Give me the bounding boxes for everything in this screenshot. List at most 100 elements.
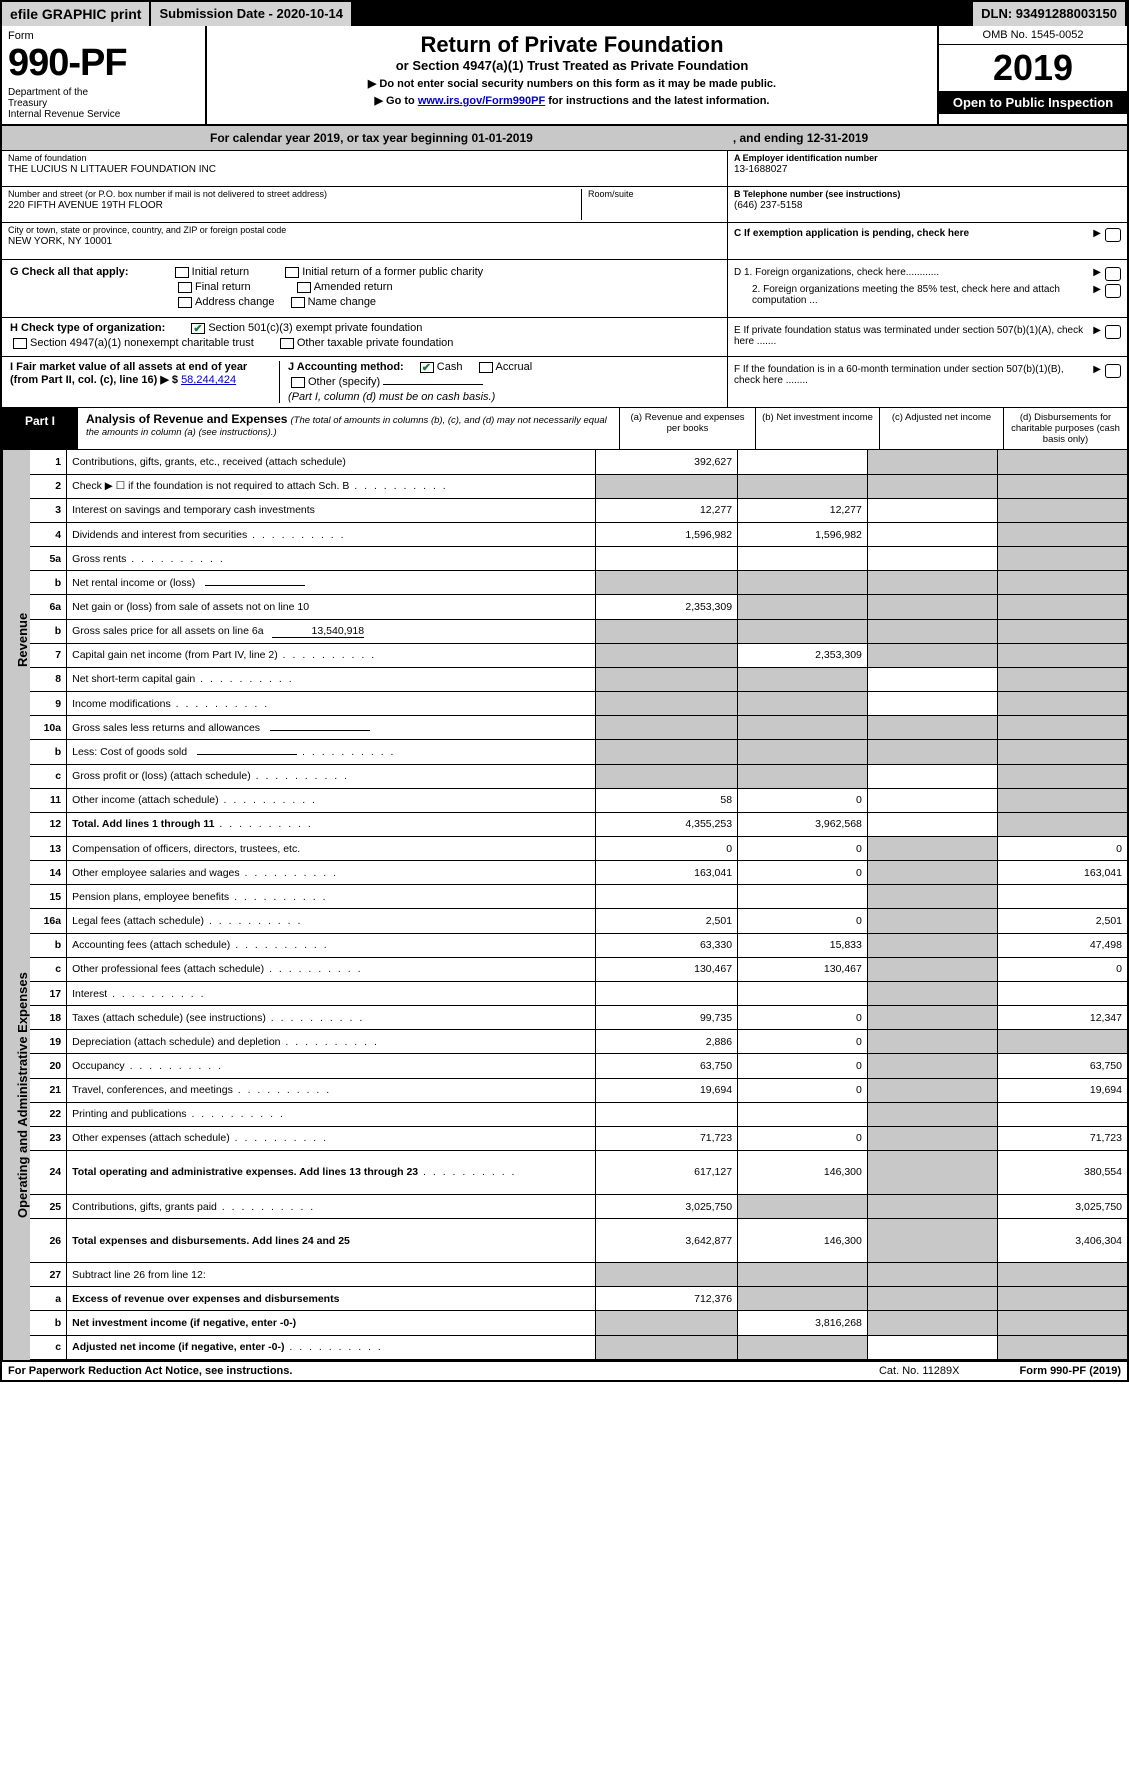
instruction-2: ▶ Go to www.irs.gov/Form990PF for instru… bbox=[217, 94, 927, 107]
checkbox-e[interactable] bbox=[1105, 325, 1121, 339]
arrow-icon: ▶ bbox=[1093, 228, 1101, 239]
analysis-table: 1Contributions, gifts, grants, etc., rec… bbox=[30, 450, 1127, 1360]
table-row: cGross profit or (loss) (attach schedule… bbox=[30, 764, 1127, 788]
table-row: 23Other expenses (attach schedule)71,723… bbox=[30, 1126, 1127, 1150]
room-suite: Room/suite bbox=[581, 189, 721, 220]
table-row: 10aGross sales less returns and allowanc… bbox=[30, 716, 1127, 740]
table-row: 6aNet gain or (loss) from sale of assets… bbox=[30, 595, 1127, 619]
page-footer: For Paperwork Reduction Act Notice, see … bbox=[2, 1360, 1127, 1380]
checkbox-initial[interactable] bbox=[175, 267, 189, 278]
table-row: 15Pension plans, employee benefits bbox=[30, 885, 1127, 909]
tax-year: 2019 bbox=[939, 45, 1127, 91]
form-header: Form 990-PF Department of theTreasuryInt… bbox=[2, 26, 1127, 126]
checkbox-final[interactable] bbox=[178, 282, 192, 293]
header-left: Form 990-PF Department of theTreasuryInt… bbox=[2, 26, 207, 124]
header-title-block: Return of Private Foundation or Section … bbox=[207, 26, 937, 124]
table-row: 27Subtract line 26 from line 12: bbox=[30, 1263, 1127, 1287]
table-row: bNet investment income (if negative, ent… bbox=[30, 1311, 1127, 1335]
table-row: 12Total. Add lines 1 through 114,355,253… bbox=[30, 812, 1127, 836]
checkbox-501c3[interactable] bbox=[191, 323, 205, 334]
table-row: 4Dividends and interest from securities1… bbox=[30, 522, 1127, 546]
checkbox-f[interactable] bbox=[1105, 364, 1121, 378]
arrow-icon: ▶ bbox=[1093, 325, 1101, 336]
table-row: 13Compensation of officers, directors, t… bbox=[30, 837, 1127, 861]
checkbox-accrual[interactable] bbox=[479, 362, 493, 373]
arrow-icon: ▶ bbox=[1093, 364, 1101, 375]
table-row: 16aLegal fees (attach schedule)2,50102,5… bbox=[30, 909, 1127, 933]
table-row: 22Printing and publications bbox=[30, 1102, 1127, 1126]
topbar: efile GRAPHIC print Submission Date - 20… bbox=[2, 2, 1127, 26]
form-title: Return of Private Foundation bbox=[217, 32, 927, 58]
foundation-name-row: Name of foundation THE LUCIUS N LITTAUER… bbox=[2, 151, 727, 187]
checkbox-name-change[interactable] bbox=[291, 297, 305, 308]
grid-container: Revenue Operating and Administrative Exp… bbox=[2, 450, 1127, 1360]
arrow-icon: ▶ bbox=[1093, 284, 1101, 295]
table-row: 17Interest bbox=[30, 981, 1127, 1005]
table-row: 5aGross rents bbox=[30, 547, 1127, 571]
header-right: OMB No. 1545-0052 2019 Open to Public In… bbox=[937, 26, 1127, 124]
table-row: 9Income modifications bbox=[30, 692, 1127, 716]
paperwork-notice: For Paperwork Reduction Act Notice, see … bbox=[8, 1365, 292, 1377]
form-ref: Form 990-PF (2019) bbox=[1020, 1365, 1122, 1377]
checkbox-amended[interactable] bbox=[297, 282, 311, 293]
form-number: 990-PF bbox=[8, 42, 199, 85]
dln: DLN: 93491288003150 bbox=[971, 2, 1127, 26]
table-row: 14Other employee salaries and wages163,0… bbox=[30, 861, 1127, 885]
expenses-side-label: Operating and Administrative Expenses bbox=[2, 830, 30, 1360]
form-page: efile GRAPHIC print Submission Date - 20… bbox=[0, 0, 1129, 1382]
checkbox-other-method[interactable] bbox=[291, 377, 305, 388]
table-row: 21Travel, conferences, and meetings19,69… bbox=[30, 1078, 1127, 1102]
table-row: 24Total operating and administrative exp… bbox=[30, 1151, 1127, 1195]
table-row: 1Contributions, gifts, grants, etc., rec… bbox=[30, 450, 1127, 474]
checkbox-addr-change[interactable] bbox=[178, 297, 192, 308]
revenue-side-label: Revenue bbox=[2, 450, 30, 830]
table-row: 8Net short-term capital gain bbox=[30, 667, 1127, 691]
phone-row: B Telephone number (see instructions) (6… bbox=[728, 187, 1127, 223]
h-row: H Check type of organization: Section 50… bbox=[2, 318, 1127, 357]
omb-number: OMB No. 1545-0052 bbox=[939, 26, 1127, 45]
table-row: bGross sales price for all assets on lin… bbox=[30, 619, 1127, 643]
arrow-icon: ▶ bbox=[1093, 267, 1101, 278]
c-row: C If exemption application is pending, c… bbox=[728, 223, 1127, 259]
table-row: 19Depreciation (attach schedule) and dep… bbox=[30, 1030, 1127, 1054]
checkbox-4947[interactable] bbox=[13, 338, 27, 349]
instruction-1: ▶ Do not enter social security numbers o… bbox=[217, 77, 927, 90]
irs-link[interactable]: www.irs.gov/Form990PF bbox=[418, 95, 545, 107]
ij-row: I Fair market value of all assets at end… bbox=[2, 357, 1127, 408]
city-row: City or town, state or province, country… bbox=[2, 223, 727, 259]
department: Department of theTreasuryInternal Revenu… bbox=[8, 87, 199, 120]
info-right: A Employer identification number 13-1688… bbox=[727, 151, 1127, 259]
address-row: Number and street (or P.O. box number if… bbox=[2, 187, 727, 223]
col-b-header: (b) Net investment income bbox=[755, 408, 879, 449]
catalog-number: Cat. No. 11289X bbox=[879, 1365, 960, 1377]
checkbox-d2[interactable] bbox=[1105, 284, 1121, 298]
col-a-header: (a) Revenue and expenses per books bbox=[619, 408, 755, 449]
checkbox-initial-former[interactable] bbox=[285, 267, 299, 278]
fmv-link[interactable]: 58,244,424 bbox=[181, 374, 236, 386]
table-row: 7Capital gain net income (from Part IV, … bbox=[30, 643, 1127, 667]
part-label: Part I bbox=[2, 408, 78, 449]
table-row: bAccounting fees (attach schedule)63,330… bbox=[30, 933, 1127, 957]
submission-date: Submission Date - 2020-10-14 bbox=[151, 2, 353, 26]
efile-label: efile GRAPHIC print bbox=[2, 2, 151, 26]
form-subtitle: or Section 4947(a)(1) Trust Treated as P… bbox=[217, 58, 927, 73]
col-c-header: (c) Adjusted net income bbox=[879, 408, 1003, 449]
table-row: 20Occupancy63,750063,750 bbox=[30, 1054, 1127, 1078]
table-row: 2Check ▶ ☐ if the foundation is not requ… bbox=[30, 474, 1127, 498]
col-d-header: (d) Disbursements for charitable purpose… bbox=[1003, 408, 1127, 449]
form-label: Form bbox=[8, 30, 199, 42]
table-row: 25Contributions, gifts, grants paid3,025… bbox=[30, 1194, 1127, 1218]
table-row: bLess: Cost of goods sold bbox=[30, 740, 1127, 764]
table-row: 11Other income (attach schedule)580 bbox=[30, 788, 1127, 812]
checkbox-cash[interactable] bbox=[420, 362, 434, 373]
open-inspection: Open to Public Inspection bbox=[939, 91, 1127, 114]
ein-row: A Employer identification number 13-1688… bbox=[728, 151, 1127, 187]
checkbox-c[interactable] bbox=[1105, 228, 1121, 242]
calendar-year-row: For calendar year 2019, or tax year begi… bbox=[2, 126, 1127, 151]
info-left: Name of foundation THE LUCIUS N LITTAUER… bbox=[2, 151, 727, 259]
table-row: 18Taxes (attach schedule) (see instructi… bbox=[30, 1006, 1127, 1030]
checkbox-other-taxable[interactable] bbox=[280, 338, 294, 349]
table-row: aExcess of revenue over expenses and dis… bbox=[30, 1287, 1127, 1311]
checkbox-d1[interactable] bbox=[1105, 267, 1121, 281]
table-row: cOther professional fees (attach schedul… bbox=[30, 957, 1127, 981]
